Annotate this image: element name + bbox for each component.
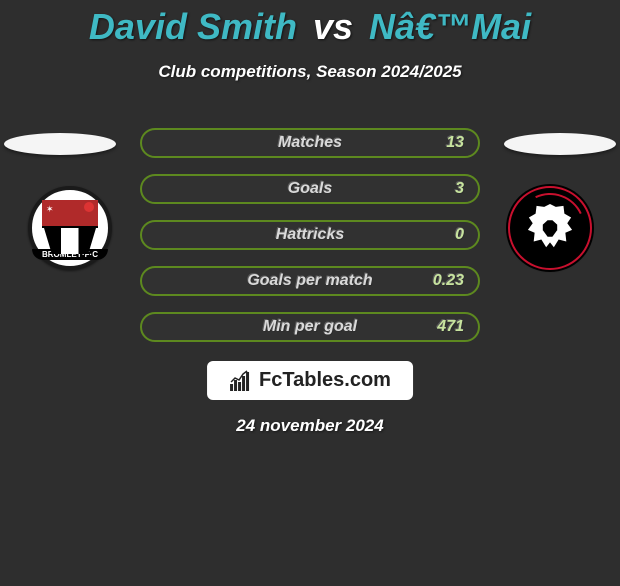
stat-row-min-per-goal: Min per goal 471 <box>140 312 480 342</box>
club-logo-left: ✶ BROMLEY·F·C <box>20 186 120 271</box>
salford-crest-icon <box>508 186 592 270</box>
stat-label: Min per goal <box>263 318 357 336</box>
stat-label: Goals <box>288 180 332 198</box>
stat-row-matches: Matches 13 <box>140 128 480 158</box>
club-logo-right <box>500 186 600 271</box>
stat-value: 0.23 <box>433 272 464 290</box>
player-a-photo-placeholder <box>4 133 116 155</box>
snapshot-date: 24 november 2024 <box>0 416 620 436</box>
player-a-name: David Smith <box>89 6 297 47</box>
stat-value: 471 <box>437 318 464 336</box>
stats-panel: Matches 13 Goals 3 Hattricks 0 Goals per… <box>140 128 480 358</box>
stat-label: Matches <box>278 134 342 152</box>
stat-label: Goals per match <box>247 272 372 290</box>
stat-row-goals-per-match: Goals per match 0.23 <box>140 266 480 296</box>
subtitle: Club competitions, Season 2024/2025 <box>0 62 620 82</box>
branding-text: FcTables.com <box>259 369 391 392</box>
stat-value: 13 <box>446 134 464 152</box>
stat-row-hattricks: Hattricks 0 <box>140 220 480 250</box>
vs-separator: vs <box>313 6 353 47</box>
stat-label: Hattricks <box>276 226 344 244</box>
bromley-band-text: BROMLEY·F·C <box>32 249 108 260</box>
stat-row-goals: Goals 3 <box>140 174 480 204</box>
stat-value: 3 <box>455 180 464 198</box>
fctables-logo-icon <box>229 370 253 392</box>
stat-value: 0 <box>455 226 464 244</box>
player-b-name: Nâ€™Mai <box>369 6 531 47</box>
comparison-title: David Smith vs Nâ€™Mai <box>0 6 620 48</box>
bromley-crest-icon: ✶ BROMLEY·F·C <box>28 186 112 270</box>
branding-badge[interactable]: FcTables.com <box>207 361 413 400</box>
player-b-photo-placeholder <box>504 133 616 155</box>
